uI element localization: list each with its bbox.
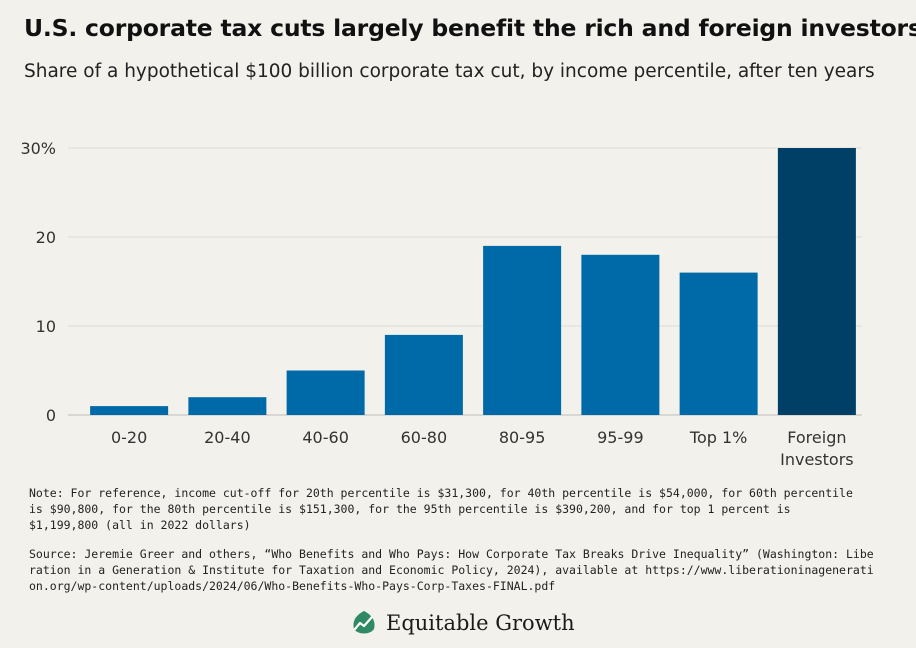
bar	[384, 334, 463, 415]
x-tick-label: Investors	[780, 450, 853, 469]
bar	[90, 406, 169, 415]
logo-text: Equitable Growth	[386, 611, 575, 635]
bar	[286, 370, 365, 415]
y-tick-label: 0	[46, 406, 56, 425]
x-tick-label: 0-20	[111, 428, 147, 447]
bar	[581, 254, 660, 415]
bar	[483, 245, 562, 415]
x-tick-label: 40-60	[302, 428, 349, 447]
x-tick-label: 80-95	[499, 428, 546, 447]
bar-chart: 0 10 20 30% 0-20 20-40 40-60 60-80 80-95 95-99 Top…	[20, 139, 862, 469]
bar	[188, 397, 267, 415]
chart-title: U.S. corporate tax cuts largely benefit …	[24, 14, 916, 42]
y-tick-label: 30%	[20, 139, 56, 158]
bar	[777, 148, 856, 415]
chart-subtitle: Share of a hypothetical $100 billion cor…	[24, 61, 875, 82]
x-tick-label: 60-80	[401, 428, 448, 447]
chart-source: Source: Jeremie Greer and others, “Who B…	[29, 547, 874, 593]
equitable-growth-leaf-icon	[353, 611, 375, 634]
y-tick-label: 20	[36, 228, 56, 247]
y-tick-label: 10	[36, 317, 56, 336]
bar	[679, 272, 758, 415]
x-tick-label: Foreign	[787, 428, 846, 447]
equitable-growth-logo: Equitable Growth	[350, 606, 575, 640]
x-tick-label: 20-40	[204, 428, 251, 447]
x-tick-label: 95-99	[597, 428, 644, 447]
x-tick-label: Top 1%	[689, 428, 747, 447]
chart-note: Note: For reference, income cut-off for …	[29, 486, 853, 532]
